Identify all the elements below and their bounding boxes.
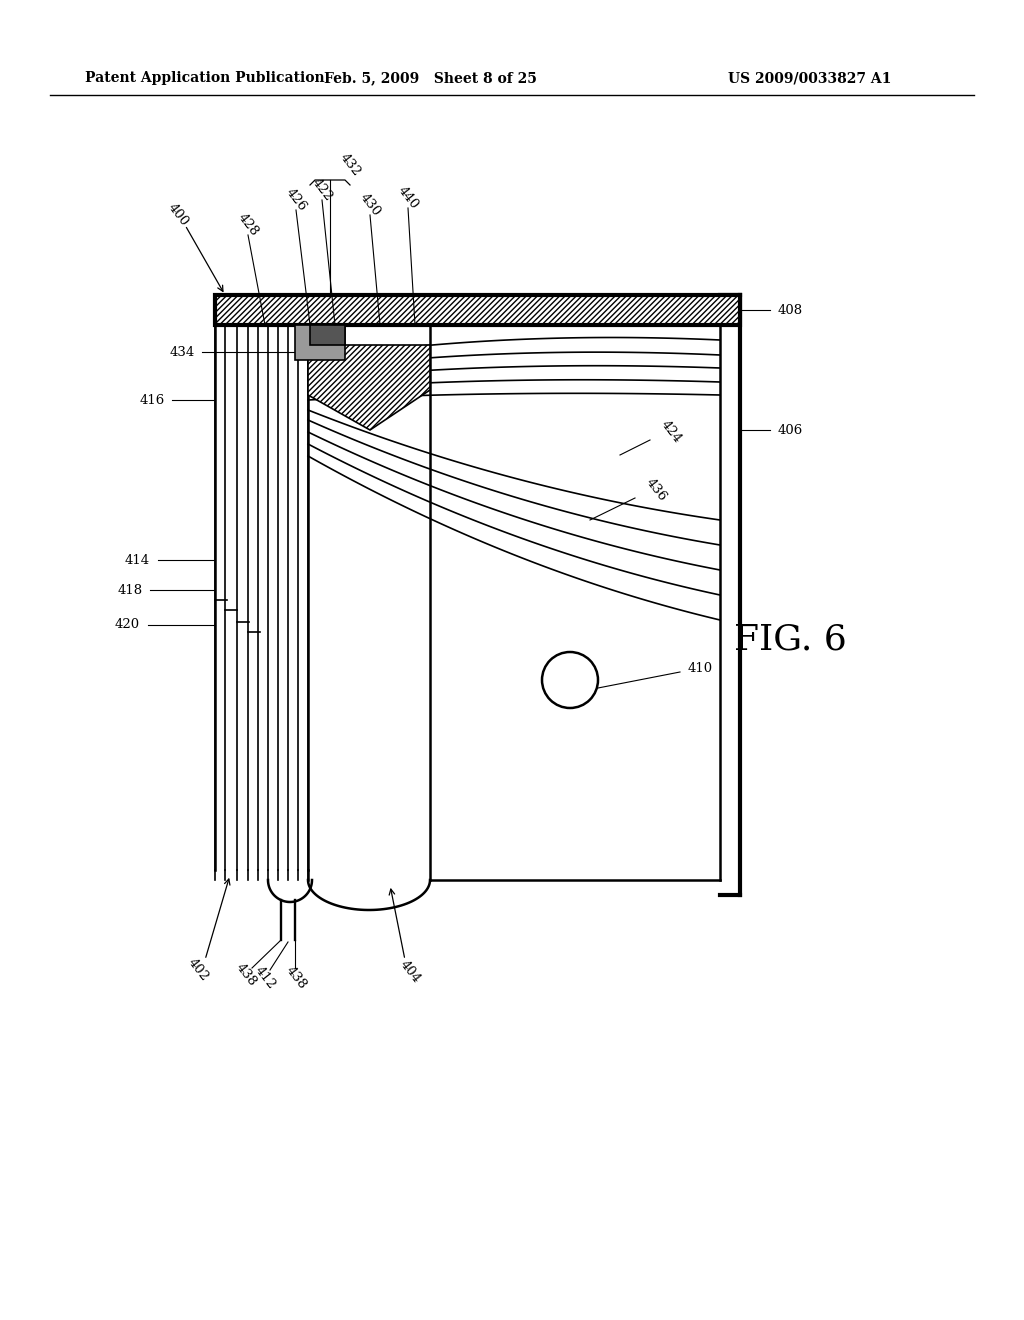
Text: 436: 436: [643, 477, 669, 504]
Text: 414: 414: [125, 553, 150, 566]
Text: 432: 432: [337, 150, 362, 180]
Text: 420: 420: [115, 619, 140, 631]
Text: 410: 410: [688, 661, 713, 675]
Text: 416: 416: [139, 393, 165, 407]
Text: 426: 426: [283, 186, 309, 214]
Text: 418: 418: [118, 583, 143, 597]
Text: 428: 428: [236, 211, 261, 239]
Text: FIG. 6: FIG. 6: [733, 623, 847, 657]
Text: 430: 430: [357, 191, 383, 219]
Polygon shape: [295, 325, 345, 360]
Text: 434: 434: [170, 346, 195, 359]
Text: 440: 440: [395, 183, 421, 213]
Polygon shape: [310, 325, 345, 345]
Text: 408: 408: [778, 304, 803, 317]
Text: 412: 412: [252, 964, 278, 991]
Polygon shape: [308, 345, 430, 430]
Text: 404: 404: [397, 958, 423, 986]
Text: 438: 438: [233, 961, 259, 989]
Text: 438: 438: [283, 964, 309, 991]
Text: 406: 406: [778, 424, 803, 437]
Text: Patent Application Publication: Patent Application Publication: [85, 71, 325, 84]
Text: 422: 422: [309, 176, 335, 203]
Polygon shape: [215, 294, 740, 325]
Text: 424: 424: [658, 418, 684, 446]
Text: Feb. 5, 2009   Sheet 8 of 25: Feb. 5, 2009 Sheet 8 of 25: [324, 71, 537, 84]
Text: 400: 400: [165, 201, 190, 228]
Text: US 2009/0033827 A1: US 2009/0033827 A1: [728, 71, 892, 84]
Text: 402: 402: [185, 956, 211, 983]
